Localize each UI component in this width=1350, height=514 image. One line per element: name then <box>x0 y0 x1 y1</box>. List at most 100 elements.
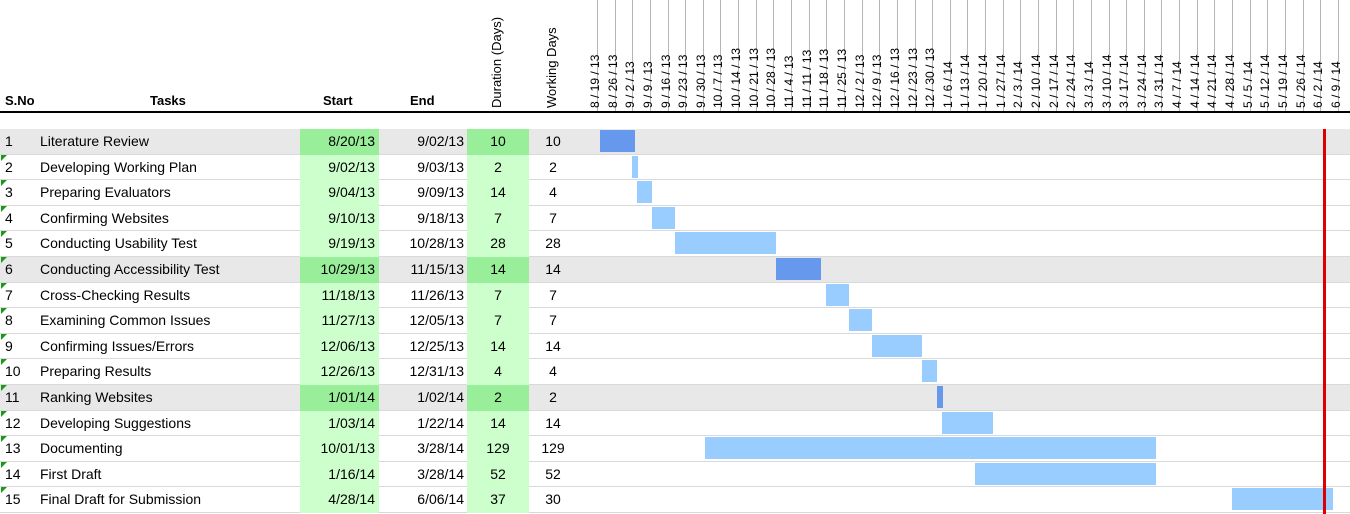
task-working-days: 7 <box>549 312 557 329</box>
week-label: 5 / 26 / 14 <box>1293 54 1308 108</box>
task-working-days: 14 <box>545 261 561 277</box>
comment-indicator-icon <box>1 461 7 468</box>
gantt-bar <box>1232 488 1333 511</box>
week-header: 4 / 28 / 14 <box>1223 0 1250 112</box>
task-duration: 7 <box>467 282 529 309</box>
gantt-bar <box>632 155 639 178</box>
task-name: Conducting Usability Test <box>40 235 197 252</box>
week-label: 3 / 17 / 14 <box>1117 54 1132 108</box>
comment-indicator-icon <box>1 282 7 289</box>
task-end-date: 6/06/14 <box>417 491 464 508</box>
week-label: 4 / 14 / 14 <box>1187 54 1202 108</box>
comment-indicator-icon <box>1 308 7 315</box>
week-label: 10 / 28 / 13 <box>764 47 779 108</box>
comment-indicator-icon <box>1 180 7 187</box>
task-working-days: 129 <box>541 440 565 457</box>
week-header: 9 / 23 / 13 <box>676 0 703 112</box>
task-start-date: 4/28/14 <box>300 487 379 513</box>
task-name: Cross-Checking Results <box>40 286 191 303</box>
week-header: 5 / 12 / 14 <box>1258 0 1285 112</box>
header-divider <box>0 111 1350 113</box>
week-label: 9 / 30 / 13 <box>693 54 708 108</box>
comment-indicator-icon <box>1 231 7 238</box>
task-end-date: 10/28/13 <box>409 235 465 252</box>
week-header: 10 / 14 / 13 <box>729 0 756 112</box>
task-start-date: 1/16/14 <box>300 461 379 488</box>
week-header: 8 / 26 / 13 <box>606 0 633 112</box>
task-duration: 129 <box>467 436 529 462</box>
gantt-chart-area <box>597 129 1350 514</box>
week-header: 6 / 9 / 14 <box>1329 0 1350 112</box>
table-row: 5 Conducting Usability Test 9/19/13 10/28/1… <box>0 231 1350 257</box>
task-end-date: 1/02/14 <box>417 389 464 405</box>
task-start-date: 9/02/13 <box>300 154 379 181</box>
week-label: 2 / 3 / 14 <box>1011 61 1026 108</box>
task-duration: 14 <box>467 333 529 360</box>
week-header: 12 / 30 / 13 <box>923 0 950 112</box>
week-header: 5 / 19 / 14 <box>1276 0 1303 112</box>
task-number: 12 <box>5 414 21 431</box>
gantt-bar <box>775 258 822 280</box>
week-label: 9 / 2 / 13 <box>623 61 638 108</box>
week-label: 2 / 17 / 14 <box>1046 54 1061 108</box>
task-working-days: 2 <box>549 389 557 405</box>
week-header: 3 / 31 / 14 <box>1152 0 1179 112</box>
task-working-days: 4 <box>549 184 557 201</box>
week-header: 9 / 9 / 13 <box>641 0 668 112</box>
week-header: 5 / 5 / 14 <box>1241 0 1268 112</box>
task-end-date: 12/05/13 <box>409 312 465 329</box>
task-duration: 7 <box>467 205 529 232</box>
week-label: 1 / 27 / 14 <box>993 54 1008 108</box>
task-end-date: 12/25/13 <box>409 337 465 354</box>
task-name: Literature Review <box>40 133 149 149</box>
week-label: 3 / 31 / 14 <box>1152 54 1167 108</box>
week-label: 11 / 4 / 13 <box>782 55 797 108</box>
table-row: 2 Developing Working Plan 9/02/13 9/03/13 2 2 <box>0 154 1350 181</box>
comment-indicator-icon <box>1 154 7 161</box>
week-label: 8 / 26 / 13 <box>605 54 620 108</box>
task-end-date: 1/22/14 <box>417 414 464 431</box>
week-label: 8 / 19 / 13 <box>588 54 602 108</box>
week-header: 4 / 7 / 14 <box>1170 0 1197 112</box>
task-working-days: 28 <box>545 235 561 252</box>
task-number: 11 <box>5 389 20 405</box>
week-label: 10 / 7 / 13 <box>711 54 726 108</box>
week-header: 2 / 17 / 14 <box>1047 0 1074 112</box>
task-name: First Draft <box>40 465 102 482</box>
week-label: 3 / 24 / 14 <box>1134 54 1149 108</box>
task-end-date: 11/26/13 <box>410 286 464 303</box>
week-header: 12 / 23 / 13 <box>906 0 933 112</box>
task-working-days: 14 <box>545 337 561 354</box>
timeline-week-headers: 8 / 19 / 13 8 / 26 / 13 9 / 2 / 13 9 / 9 / … <box>588 0 1350 112</box>
task-start-date: 1/01/14 <box>300 385 379 411</box>
gantt-bar <box>975 462 1157 485</box>
task-end-date: 9/03/13 <box>417 158 464 175</box>
task-end-date: 3/28/14 <box>417 440 464 457</box>
task-working-days: 4 <box>549 363 557 380</box>
task-duration: 2 <box>467 154 529 181</box>
week-header: 9 / 16 / 13 <box>659 0 686 112</box>
task-start-date: 9/10/13 <box>300 205 379 232</box>
week-header: 12 / 16 / 13 <box>888 0 915 112</box>
task-number: 3 <box>5 184 13 201</box>
week-label: 3 / 3 / 14 <box>1081 61 1096 108</box>
table-row: 14 First Draft 1/16/14 3/28/14 52 52 <box>0 461 1350 488</box>
task-start-date: 10/29/13 <box>300 257 379 283</box>
week-label: 6 / 2 / 14 <box>1311 61 1326 108</box>
task-number: 9 <box>5 337 13 354</box>
comment-indicator-icon <box>1 385 7 391</box>
start-header: Start <box>323 93 353 108</box>
comment-indicator-icon <box>1 333 7 340</box>
task-end-date: 9/09/13 <box>417 184 464 201</box>
task-number: 10 <box>5 363 21 380</box>
week-header: 4 / 21 / 14 <box>1205 0 1232 112</box>
task-end-date: 12/31/13 <box>409 363 465 380</box>
week-label: 2 / 10 / 14 <box>1029 54 1043 108</box>
task-number: 13 <box>5 440 21 457</box>
week-header: 9 / 2 / 13 <box>623 0 650 112</box>
task-name: Confirming Websites <box>40 209 169 226</box>
week-header: 1 / 6 / 14 <box>941 0 968 112</box>
table-row: 9 Confirming Issues/Errors 12/06/13 12/25/1… <box>0 333 1350 360</box>
week-label: 9 / 16 / 13 <box>658 54 673 108</box>
task-name: Final Draft for Submission <box>40 491 202 508</box>
